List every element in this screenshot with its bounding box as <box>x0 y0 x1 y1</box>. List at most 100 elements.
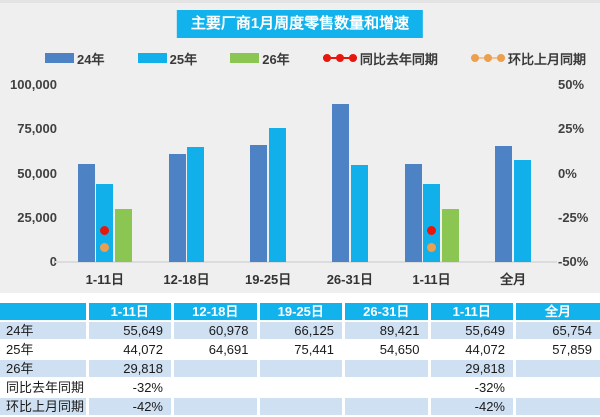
legend-item: 26年 <box>230 49 290 68</box>
value-cell <box>258 397 345 417</box>
table-row: 同比去年同期 -32% -32% <box>0 378 600 398</box>
legend-dot <box>335 54 344 62</box>
growth-marker-dot <box>427 225 436 235</box>
bar-segment <box>332 103 350 262</box>
legend-bar-swatch <box>45 53 74 63</box>
y-axis-tick-label: 0 <box>49 254 57 269</box>
x-axis-label: 1-11日 <box>85 272 124 287</box>
legend-item: 同比去年同期 <box>322 49 438 68</box>
legend-label: 26年 <box>262 51 290 67</box>
bar-segment <box>96 183 114 262</box>
value-cell: 29,818 <box>87 359 174 379</box>
value-cell: 89,421 <box>343 321 431 341</box>
bar-segment <box>513 159 531 262</box>
row-label-cell: 26年 <box>0 359 89 379</box>
pct-axis-tick-label: -50% <box>558 254 589 269</box>
value-cell: -32% <box>429 378 516 398</box>
bar-segment <box>350 165 368 262</box>
value-cell <box>172 359 260 379</box>
table-header-cell: 19-25日 <box>258 303 345 322</box>
legend-dot-line-swatch <box>322 53 357 63</box>
table-header-cell: 1-11日 <box>429 303 516 322</box>
value-cell <box>172 397 260 417</box>
x-axis-label: 26-31日 <box>326 272 373 287</box>
value-cell: 66,125 <box>258 321 345 341</box>
row-label-cell: 同比去年同期 <box>0 378 89 398</box>
x-axis-label: 全月 <box>500 272 527 287</box>
value-cell: 75,441 <box>258 340 345 360</box>
chart-title: 主要厂商1月周度零售数量和增速 <box>176 10 424 38</box>
table-row: 环比上月同期 -42% -42% <box>0 397 600 417</box>
legend-dot <box>496 54 505 62</box>
bar-segment <box>495 145 513 262</box>
bar-segment <box>268 128 286 262</box>
pct-axis-tick-label: -25% <box>558 209 589 225</box>
pct-axis-tick-label: 25% <box>558 121 585 137</box>
table-header-cell: 1-11日 <box>87 303 174 322</box>
value-cell: -42% <box>429 397 516 417</box>
value-cell <box>343 397 431 417</box>
legend-item: 25年 <box>137 49 197 68</box>
x-axis-label: 19-25日 <box>245 272 292 287</box>
bar-segment <box>250 144 268 262</box>
bar-segment <box>441 209 459 262</box>
bar-segment <box>404 163 422 262</box>
data-table: 1-11日 12-18日 19-25日 26-31日 1-11日 全月 24年 55,649 6… <box>0 303 600 417</box>
chart-plot-area: 100,000 75,000 50,000 25,000 0 50% 25% 0% -25% -5… <box>10 77 589 287</box>
y-axis-tick-label: 100,000 <box>10 77 57 92</box>
bar-segment <box>187 147 205 262</box>
table-header-cell: 全月 <box>514 303 600 322</box>
table-row: 25年 44,072 64,691 75,441 54,650 44,072 57,859 <box>0 340 600 360</box>
legend-dot <box>470 54 479 62</box>
bar-segment <box>77 163 95 262</box>
legend-bar-swatch <box>230 53 260 63</box>
bar-segment <box>423 183 440 262</box>
legend-label: 24年 <box>77 51 105 67</box>
value-cell <box>258 378 345 398</box>
value-cell <box>343 378 431 398</box>
table-row: 26年 29,818 29,818 <box>0 359 600 379</box>
pct-axis-tick-label: 50% <box>558 77 585 92</box>
table-header-cell: 12-18日 <box>172 303 260 322</box>
legend-dot-line-swatch <box>470 53 505 63</box>
legend-dot <box>348 54 357 62</box>
table-row: 24年 55,649 60,978 66,125 89,421 55,649 65,754 <box>0 321 600 341</box>
chart-legend: 24年 25年 26年 同比去年同期 环比上月同期 <box>0 49 600 67</box>
x-axis-label: 12-18日 <box>163 272 210 287</box>
row-label-cell: 环比上月同期 <box>0 397 89 417</box>
growth-marker-dot <box>427 243 436 253</box>
value-cell: 29,818 <box>429 359 516 379</box>
value-cell <box>172 378 260 398</box>
y-axis-tick-label: 25,000 <box>17 209 57 225</box>
value-cell: 65,754 <box>514 321 600 341</box>
table-header-cell: 26-31日 <box>343 303 431 322</box>
value-cell: 44,072 <box>87 340 174 360</box>
value-cell: 60,978 <box>172 321 260 341</box>
table-header-row: 1-11日 12-18日 19-25日 26-31日 1-11日 全月 <box>0 303 600 322</box>
pct-axis-tick-label: 0% <box>558 165 577 181</box>
value-cell: 55,649 <box>87 321 174 341</box>
growth-marker-dot <box>100 225 110 235</box>
row-label-cell: 24年 <box>0 321 89 341</box>
value-cell <box>258 359 345 379</box>
legend-label: 同比去年同期 <box>359 51 438 67</box>
legend-label: 环比上月同期 <box>507 51 586 67</box>
value-cell <box>514 378 600 398</box>
value-cell: 44,072 <box>429 340 516 360</box>
legend-dot <box>483 54 492 62</box>
value-cell: -32% <box>87 378 174 398</box>
legend-item: 24年 <box>45 49 104 68</box>
x-axis-label: 1-11日 <box>412 272 451 287</box>
growth-marker-dot <box>100 243 110 253</box>
value-cell <box>514 397 600 417</box>
value-cell: 57,859 <box>514 340 600 360</box>
value-cell: 54,650 <box>343 340 431 360</box>
legend-bar-swatch <box>137 53 167 63</box>
bar-segment <box>114 209 132 262</box>
x-axis-line <box>55 261 557 263</box>
bar-segment <box>168 154 186 262</box>
table-header-cell <box>0 303 89 322</box>
y-axis-tick-label: 50,000 <box>17 165 57 181</box>
value-cell: 64,691 <box>172 340 260 360</box>
